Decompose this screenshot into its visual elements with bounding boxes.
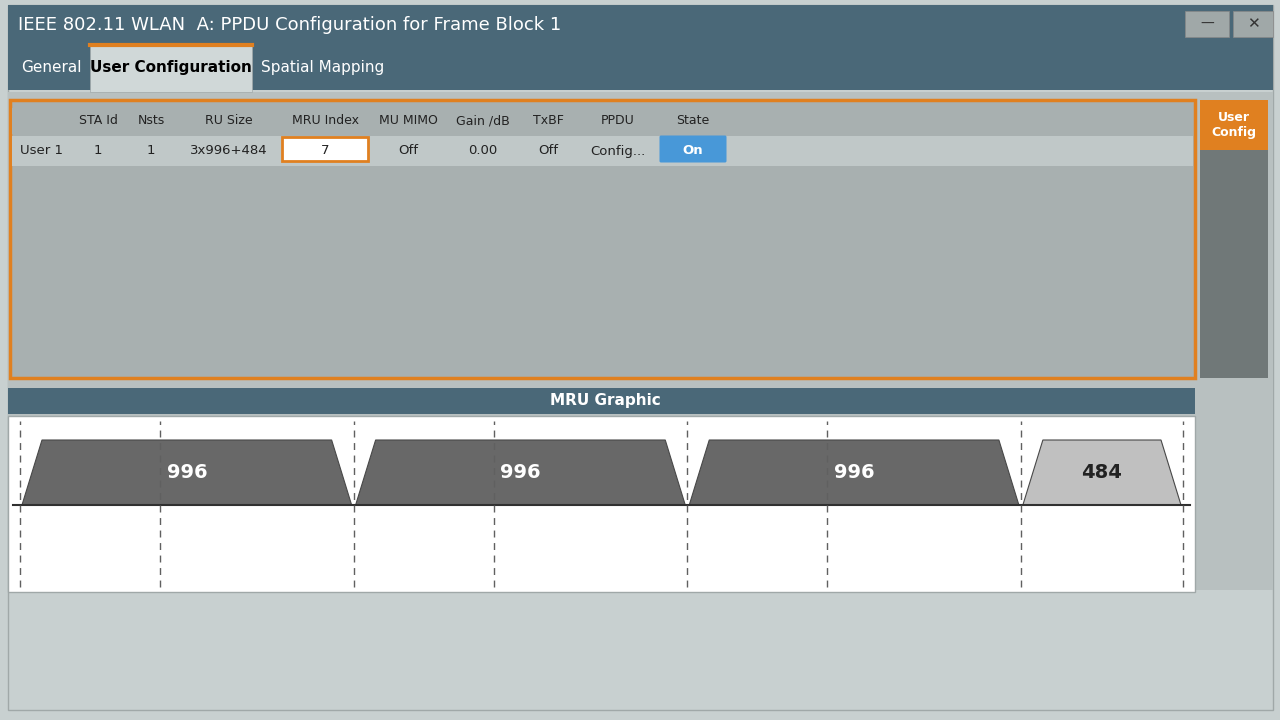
Text: User Configuration: User Configuration bbox=[90, 60, 252, 75]
Text: 996: 996 bbox=[833, 463, 874, 482]
FancyBboxPatch shape bbox=[659, 135, 727, 163]
Bar bbox=[12, 136, 1193, 166]
Text: RU Size: RU Size bbox=[205, 114, 252, 127]
Bar bbox=[12, 108, 1193, 134]
Text: STA Id: STA Id bbox=[78, 114, 118, 127]
Text: Off: Off bbox=[398, 145, 419, 158]
Bar bbox=[8, 5, 1274, 45]
Bar bbox=[90, 45, 252, 92]
Text: Nsts: Nsts bbox=[137, 114, 165, 127]
Text: 996: 996 bbox=[166, 463, 207, 482]
Text: 7: 7 bbox=[321, 145, 329, 158]
Text: 1: 1 bbox=[147, 145, 155, 158]
Bar bbox=[8, 388, 1196, 414]
Text: Gain /dB: Gain /dB bbox=[456, 114, 509, 127]
Polygon shape bbox=[22, 440, 352, 505]
Text: On: On bbox=[682, 145, 703, 158]
Text: Config...: Config... bbox=[590, 145, 645, 158]
Text: General: General bbox=[22, 60, 82, 75]
Text: 996: 996 bbox=[500, 463, 540, 482]
Polygon shape bbox=[689, 440, 1019, 505]
Text: PPDU: PPDU bbox=[602, 114, 635, 127]
Text: 484: 484 bbox=[1082, 463, 1123, 482]
Bar bbox=[1201, 100, 1268, 378]
Bar bbox=[8, 416, 1196, 592]
Bar bbox=[10, 100, 1196, 378]
Text: TxBF: TxBF bbox=[532, 114, 563, 127]
Text: 0.00: 0.00 bbox=[468, 145, 498, 158]
Polygon shape bbox=[356, 440, 685, 505]
Bar bbox=[282, 137, 369, 161]
Text: IEEE 802.11 WLAN  A: PPDU Configuration for Frame Block 1: IEEE 802.11 WLAN A: PPDU Configuration f… bbox=[18, 16, 561, 34]
Bar bbox=[1233, 11, 1274, 37]
Text: MRU Index: MRU Index bbox=[292, 114, 358, 127]
Text: ✕: ✕ bbox=[1247, 17, 1260, 32]
Text: Off: Off bbox=[538, 145, 558, 158]
Text: User
Config: User Config bbox=[1211, 111, 1257, 139]
Text: Spatial Mapping: Spatial Mapping bbox=[261, 60, 384, 75]
Text: MU MIMO: MU MIMO bbox=[379, 114, 438, 127]
Text: 1: 1 bbox=[93, 145, 102, 158]
Text: MRU Graphic: MRU Graphic bbox=[550, 394, 660, 408]
Bar bbox=[1201, 100, 1268, 150]
Text: User 1: User 1 bbox=[19, 145, 63, 158]
Text: —: — bbox=[1201, 17, 1213, 31]
Text: 3x996+484: 3x996+484 bbox=[189, 145, 268, 158]
Text: State: State bbox=[676, 114, 709, 127]
Bar bbox=[8, 92, 1274, 590]
Bar bbox=[1185, 11, 1229, 37]
Bar bbox=[8, 45, 1274, 90]
Polygon shape bbox=[1023, 440, 1181, 505]
